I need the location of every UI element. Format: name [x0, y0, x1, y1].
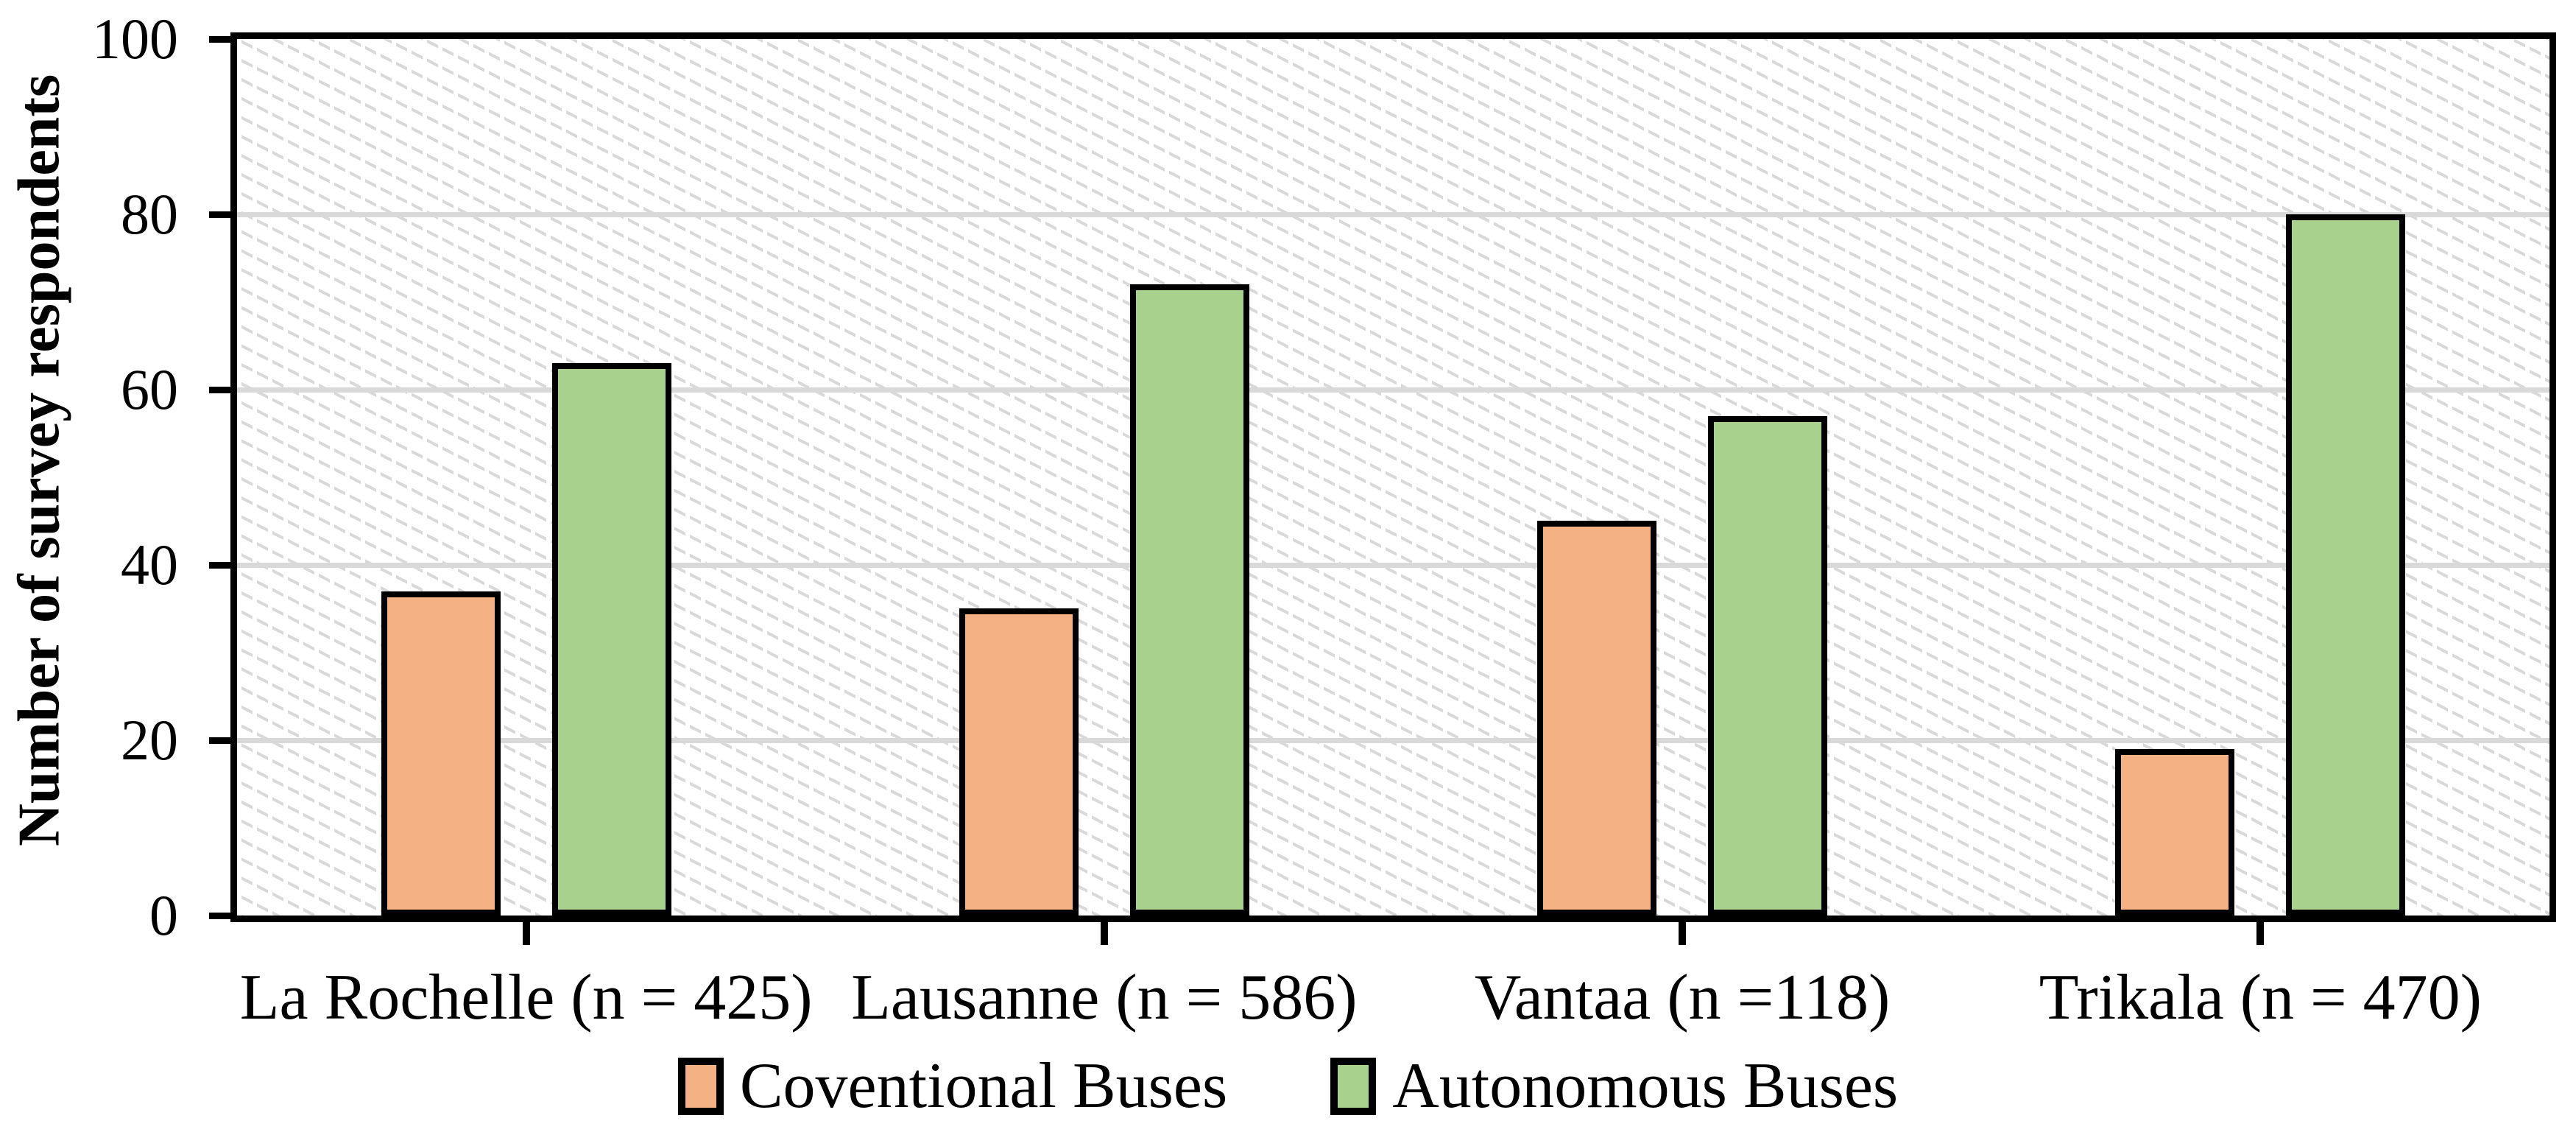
legend-label: Coventional Buses: [739, 1050, 1228, 1121]
y-tick-label-100: 100: [92, 7, 178, 71]
y-tick-label-80: 80: [121, 182, 178, 246]
x-tick-4: [2256, 921, 2265, 945]
y-tick-label-40: 40: [121, 533, 178, 597]
x-tick-1: [522, 921, 530, 945]
bar-conventional-4: [2115, 749, 2234, 916]
legend-item-autonomous-buses: Autonomous Buses: [1330, 1052, 1898, 1121]
legend: Coventional Buses Autonomous Buses: [0, 1052, 2576, 1121]
y-tick-label-0: 0: [149, 883, 178, 947]
x-category-label-1: La Rochelle (n = 425): [239, 962, 813, 1033]
gridline-y-60: [237, 387, 2549, 393]
gridline-y-20: [237, 737, 2549, 743]
y-tick-0: [209, 912, 231, 919]
plot-inner: [237, 39, 2549, 916]
bar-conventional-2: [959, 608, 1079, 916]
bar-autonomous-2: [1130, 284, 1249, 916]
legend-swatch-conventional: [677, 1058, 724, 1115]
y-tick-label-60: 60: [121, 357, 178, 421]
plot-area: [230, 32, 2556, 922]
bar-conventional-1: [381, 591, 501, 916]
y-tick-100: [209, 35, 231, 43]
x-category-label-4: Trikala (n = 470): [2039, 962, 2482, 1033]
x-category-label-2: Lausanne (n = 586): [851, 962, 1358, 1033]
bar-autonomous-1: [552, 363, 671, 916]
bar-autonomous-3: [1708, 416, 1827, 916]
x-tick-2: [1100, 921, 1108, 945]
bar-conventional-3: [1537, 521, 1656, 916]
legend-item-conventional-buses: Coventional Buses: [677, 1050, 1228, 1121]
y-tick-label-20: 20: [121, 708, 178, 772]
legend-label: Autonomous Buses: [1392, 1050, 1899, 1121]
x-tick-3: [1679, 921, 1687, 945]
gridline-y-40: [237, 562, 2549, 568]
gridline-y-80: [237, 211, 2549, 217]
y-tick-20: [209, 737, 231, 744]
legend-swatch-autonomous: [1330, 1058, 1377, 1115]
y-tick-80: [209, 211, 231, 218]
bar-autonomous-4: [2286, 214, 2405, 916]
x-category-label-3: Vantaa (n =118): [1474, 962, 1891, 1033]
y-tick-40: [209, 561, 231, 569]
y-tick-60: [209, 386, 231, 393]
